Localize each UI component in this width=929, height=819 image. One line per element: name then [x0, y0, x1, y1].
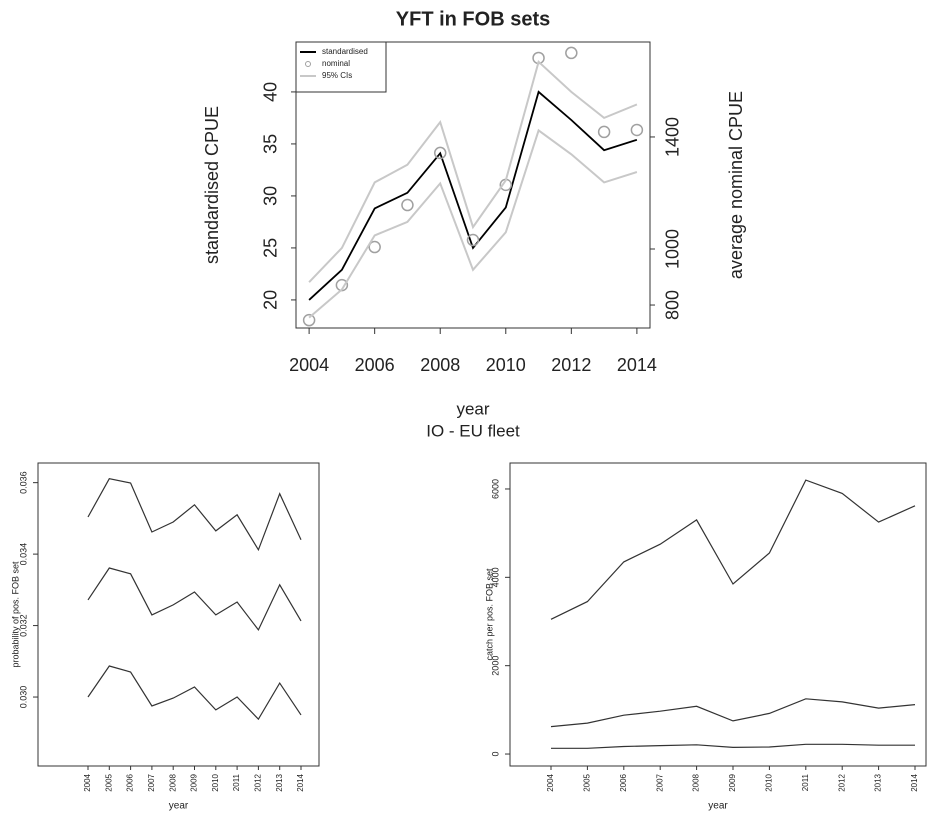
x-tick-label: 2010: [486, 355, 526, 375]
x-tick-label: 2007: [147, 773, 156, 791]
x-tick-label: 2004: [546, 773, 555, 791]
y-tick-label: 30: [261, 186, 281, 206]
y-tick-label: 40: [261, 82, 281, 102]
x-tick-label: 2010: [765, 773, 774, 791]
x-tick-label: 2007: [655, 773, 664, 791]
x-tick-label: 2009: [190, 773, 199, 791]
x-tick-label: 2012: [837, 773, 846, 791]
legend-label: 95% CIs: [322, 71, 352, 80]
x-tick-label: 2008: [168, 773, 177, 791]
x-tick-label: 2006: [355, 355, 395, 375]
y-tick-label: 25: [261, 238, 281, 258]
series-line: [87, 478, 302, 552]
x-tick-label: 2004: [83, 773, 92, 791]
y2-axis-label: average nominal CPUE: [726, 91, 746, 279]
y-tick-label: 35: [261, 134, 281, 154]
data-point: [630, 123, 644, 137]
x-axis-label: year: [708, 801, 728, 812]
chart-title: YFT in FOB sets: [396, 8, 550, 30]
y-tick-label: 0.036: [18, 471, 28, 494]
y-tick-label: 0.030: [18, 686, 28, 709]
plot-frame: [295, 41, 651, 329]
data-point: [597, 125, 611, 139]
x-tick-label: 2011: [801, 773, 810, 791]
legend-label: nominal: [322, 59, 350, 68]
y-tick-label: 6000: [490, 479, 500, 499]
x-tick-label: 2013: [275, 773, 284, 791]
x-tick-label: 2006: [126, 773, 135, 791]
series-line: [308, 90, 638, 301]
data-point: [302, 313, 316, 327]
y-tick-label: 20: [261, 290, 281, 310]
x-tick-label: 2004: [289, 355, 329, 375]
x-tick-label: 2010: [211, 773, 220, 791]
series-line: [87, 567, 302, 632]
legend-marker: [305, 61, 311, 67]
data-point: [565, 46, 578, 60]
data-point: [433, 146, 447, 160]
series-line: [308, 128, 638, 319]
x-tick-label: 2011: [232, 773, 241, 791]
y-tick-label: 0.034: [18, 543, 28, 566]
y-tick-label: 0: [490, 752, 500, 757]
y-axis-label: probability of pos. FOB set: [10, 561, 20, 668]
x-tick-label: 2012: [254, 773, 263, 791]
x-tick-label: 2005: [583, 773, 592, 791]
y2-tick-label: 800: [663, 290, 683, 320]
y-tick-label: 0.032: [18, 614, 28, 637]
x-axis-label: year: [169, 801, 189, 812]
x-tick-label: 2014: [910, 773, 919, 791]
x-tick-label: 2008: [692, 773, 701, 791]
legend-box: [295, 41, 387, 93]
plot-frame: [37, 462, 320, 767]
x-axis-label: year: [456, 399, 489, 418]
legend-label: standardised: [322, 47, 368, 56]
series-line: [550, 479, 916, 620]
y-tick-label: 4000: [490, 567, 500, 587]
x-tick-label: 2005: [104, 773, 113, 791]
series-line: [551, 743, 915, 749]
data-point: [401, 198, 414, 212]
x-tick-label: 2014: [296, 773, 305, 791]
x-tick-label: 2014: [617, 355, 657, 375]
y2-tick-label: 1400: [663, 117, 683, 157]
series-line: [550, 698, 916, 728]
annotation: IO - EU fleet: [426, 421, 520, 440]
series-line: [308, 59, 638, 283]
y-axis-label: catch per pos. FOB set: [484, 568, 494, 661]
plot-frame: [509, 462, 927, 767]
x-tick-label: 2012: [551, 355, 591, 375]
x-tick-label: 2006: [619, 773, 628, 791]
x-tick-label: 2008: [420, 355, 460, 375]
data-point: [368, 240, 381, 254]
x-tick-label: 2013: [874, 773, 883, 791]
series-line: [87, 665, 302, 721]
y-axis-label: standardised CPUE: [202, 106, 222, 264]
x-tick-label: 2009: [728, 773, 737, 791]
y2-tick-label: 1000: [663, 229, 683, 269]
data-point: [466, 233, 480, 247]
y-tick-label: 2000: [490, 656, 500, 676]
